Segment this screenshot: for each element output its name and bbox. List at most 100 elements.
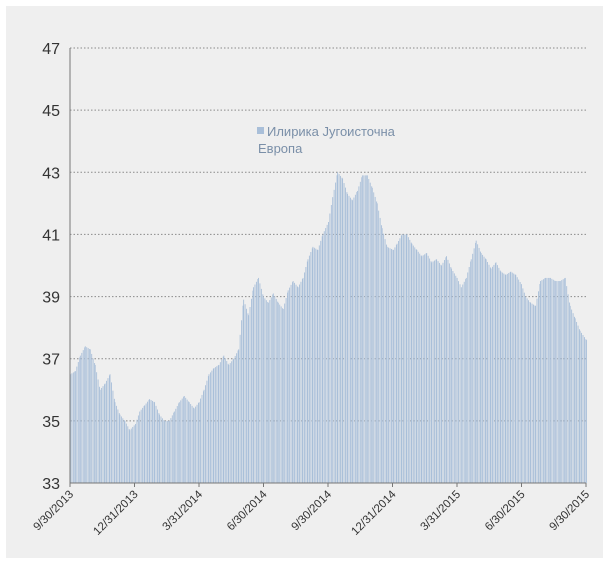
- bar: [442, 262, 444, 483]
- x-tick-label: 6/30/2014: [225, 488, 270, 533]
- bar: [171, 415, 173, 483]
- bar: [241, 320, 243, 483]
- bar: [84, 347, 86, 483]
- bar: [420, 255, 422, 483]
- bar: [317, 249, 319, 483]
- legend-label-line-2: Европа: [258, 141, 303, 156]
- bar: [203, 389, 205, 483]
- bar: [525, 296, 527, 483]
- bar: [114, 402, 116, 483]
- bar: [473, 248, 475, 483]
- bar: [496, 265, 498, 483]
- bar: [455, 275, 457, 483]
- bar: [440, 264, 442, 483]
- bar: [480, 253, 482, 483]
- y-tick-label: 39: [42, 290, 60, 307]
- bar: [152, 400, 153, 483]
- bar: [247, 313, 249, 483]
- bar: [475, 242, 477, 483]
- bar: [552, 279, 554, 483]
- bar: [236, 353, 238, 483]
- bar: [520, 284, 522, 483]
- bar: [92, 358, 94, 483]
- bar: [559, 281, 561, 483]
- bar: [223, 355, 225, 483]
- bar: [188, 402, 190, 483]
- bar: [533, 304, 534, 483]
- bar: [323, 231, 325, 483]
- bar: [74, 371, 76, 483]
- bar: [366, 175, 368, 483]
- bar: [112, 390, 114, 483]
- bar: [468, 267, 470, 483]
- bar: [495, 262, 497, 483]
- bar: [118, 413, 120, 483]
- bar: [572, 313, 574, 483]
- bar: [101, 387, 103, 483]
- x-tick-label: 9/30/2013: [31, 489, 76, 534]
- bar: [136, 419, 138, 483]
- bar: [394, 247, 396, 483]
- bar: [470, 261, 472, 483]
- bar: [340, 175, 341, 483]
- bar: [185, 397, 187, 483]
- bar: [354, 194, 356, 484]
- bar: [383, 233, 385, 483]
- bar: [446, 256, 447, 483]
- bar: [535, 305, 537, 483]
- bar: [505, 274, 507, 483]
- bar: [325, 228, 327, 483]
- bar: [272, 293, 274, 483]
- bar: [246, 308, 247, 483]
- bar: [424, 254, 426, 483]
- bar: [566, 286, 568, 483]
- bar: [272, 294, 274, 483]
- bar: [186, 399, 188, 483]
- bar: [529, 302, 531, 483]
- bar: [574, 316, 575, 483]
- bar: [201, 394, 203, 483]
- bar: [341, 177, 343, 483]
- bar: [94, 364, 96, 483]
- bar: [465, 279, 467, 483]
- bar: [539, 284, 541, 483]
- bar: [554, 281, 556, 483]
- bar: [401, 234, 403, 483]
- bar: [322, 234, 324, 483]
- bar: [514, 274, 516, 483]
- bar: [373, 192, 375, 483]
- bar: [450, 267, 452, 483]
- bar: [217, 365, 219, 483]
- bar: [522, 288, 524, 483]
- bar: [460, 287, 462, 483]
- bar: [410, 242, 412, 483]
- bar: [436, 259, 438, 483]
- bar: [128, 429, 130, 483]
- bar: [243, 299, 245, 483]
- bar: [378, 210, 380, 483]
- bar: [122, 418, 124, 483]
- bar: [343, 183, 345, 484]
- bar: [176, 406, 178, 483]
- bar: [180, 400, 182, 483]
- bar: [87, 348, 89, 483]
- bar: [441, 265, 442, 483]
- bar: [74, 371, 76, 483]
- bar: [106, 380, 107, 483]
- bar: [364, 175, 366, 483]
- bar: [111, 382, 112, 483]
- bar: [412, 245, 414, 483]
- bar: [366, 175, 368, 483]
- bar: [396, 243, 398, 483]
- bar: [559, 281, 561, 483]
- bar: [416, 249, 418, 483]
- legend: Илирика Југоисточна Европа: [257, 124, 396, 156]
- bar: [198, 402, 200, 483]
- bar: [311, 248, 313, 483]
- bar: [86, 347, 88, 483]
- bar: [287, 292, 289, 483]
- bar: [264, 298, 266, 483]
- bar: [123, 420, 125, 483]
- bar: [562, 279, 564, 483]
- bar: [419, 253, 421, 483]
